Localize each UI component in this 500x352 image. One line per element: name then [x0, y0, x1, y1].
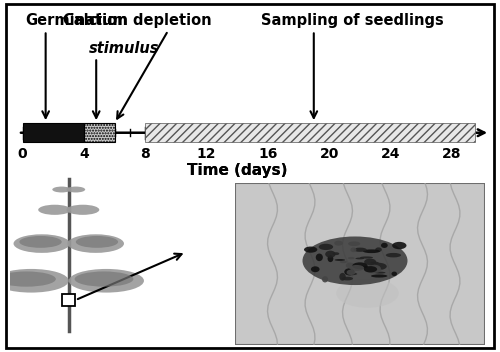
Ellipse shape	[0, 269, 69, 293]
Ellipse shape	[348, 241, 360, 246]
Ellipse shape	[52, 187, 71, 193]
Ellipse shape	[363, 249, 380, 253]
Ellipse shape	[332, 252, 340, 255]
Ellipse shape	[66, 205, 100, 215]
Ellipse shape	[352, 262, 368, 269]
Ellipse shape	[304, 246, 318, 253]
Ellipse shape	[20, 236, 61, 248]
Ellipse shape	[346, 263, 354, 268]
Bar	[84, 123, 114, 143]
Text: 4: 4	[79, 147, 89, 161]
Ellipse shape	[356, 266, 368, 268]
Ellipse shape	[302, 237, 408, 285]
Ellipse shape	[74, 271, 134, 287]
Ellipse shape	[350, 247, 356, 252]
Ellipse shape	[334, 241, 343, 246]
Ellipse shape	[76, 236, 118, 248]
Text: 28: 28	[442, 147, 462, 161]
Text: 16: 16	[258, 147, 278, 161]
Ellipse shape	[38, 205, 71, 215]
Ellipse shape	[14, 234, 70, 253]
Ellipse shape	[66, 187, 85, 193]
Ellipse shape	[360, 256, 373, 259]
Text: 24: 24	[380, 147, 400, 161]
Ellipse shape	[340, 261, 347, 263]
Text: 12: 12	[197, 147, 216, 161]
Ellipse shape	[381, 243, 388, 248]
Text: 8: 8	[140, 147, 150, 161]
Ellipse shape	[336, 278, 399, 308]
Text: Sampling of seedlings: Sampling of seedlings	[260, 13, 444, 28]
Text: 0: 0	[18, 147, 28, 161]
Ellipse shape	[311, 266, 320, 272]
Bar	[62, 294, 75, 306]
Ellipse shape	[370, 262, 378, 264]
Ellipse shape	[364, 259, 376, 265]
Ellipse shape	[370, 263, 387, 270]
Ellipse shape	[366, 265, 380, 271]
Ellipse shape	[346, 270, 356, 275]
Ellipse shape	[392, 272, 397, 276]
Ellipse shape	[374, 272, 386, 274]
Ellipse shape	[334, 259, 345, 261]
Bar	[22, 123, 84, 143]
Ellipse shape	[0, 271, 56, 287]
Ellipse shape	[340, 273, 346, 281]
Bar	[145, 123, 474, 143]
Ellipse shape	[68, 234, 124, 253]
Text: Time (days): Time (days)	[187, 163, 288, 178]
Text: stimulus: stimulus	[88, 41, 159, 56]
Ellipse shape	[364, 266, 382, 273]
Text: Calcium depletion: Calcium depletion	[64, 13, 212, 28]
Ellipse shape	[354, 247, 367, 252]
Text: Germination: Germination	[26, 13, 128, 28]
Ellipse shape	[316, 253, 323, 261]
Ellipse shape	[348, 257, 354, 259]
Ellipse shape	[318, 244, 333, 250]
Ellipse shape	[386, 253, 401, 257]
Ellipse shape	[392, 242, 406, 249]
Ellipse shape	[69, 269, 144, 293]
Ellipse shape	[371, 275, 388, 278]
Ellipse shape	[322, 276, 328, 282]
Ellipse shape	[356, 258, 364, 259]
Text: 20: 20	[320, 147, 339, 161]
Text: Time (days): Time (days)	[187, 163, 288, 178]
Ellipse shape	[344, 268, 354, 275]
Ellipse shape	[375, 247, 382, 252]
Ellipse shape	[350, 265, 364, 271]
Ellipse shape	[364, 266, 377, 272]
Ellipse shape	[328, 255, 334, 262]
Ellipse shape	[342, 277, 353, 281]
Ellipse shape	[325, 251, 336, 258]
Ellipse shape	[346, 272, 357, 275]
